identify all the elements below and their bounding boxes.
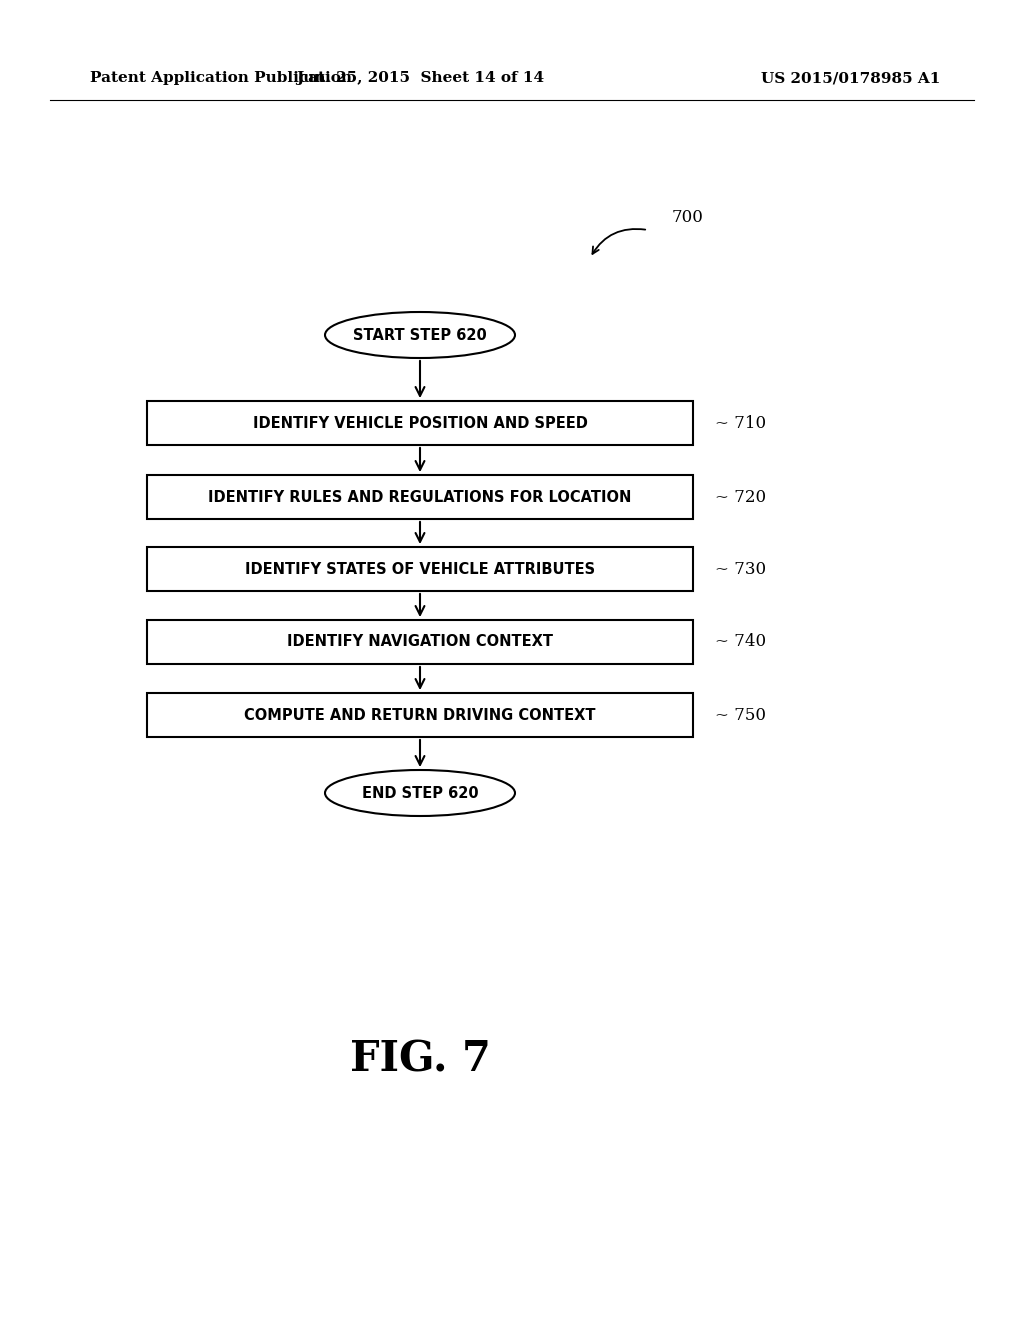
Text: ~ 710: ~ 710 xyxy=(715,414,766,432)
Ellipse shape xyxy=(325,312,515,358)
Text: ~ 720: ~ 720 xyxy=(715,488,766,506)
FancyBboxPatch shape xyxy=(147,475,693,519)
Text: IDENTIFY RULES AND REGULATIONS FOR LOCATION: IDENTIFY RULES AND REGULATIONS FOR LOCAT… xyxy=(208,490,632,504)
Text: IDENTIFY NAVIGATION CONTEXT: IDENTIFY NAVIGATION CONTEXT xyxy=(287,635,553,649)
Text: US 2015/0178985 A1: US 2015/0178985 A1 xyxy=(761,71,940,84)
Text: ~ 740: ~ 740 xyxy=(715,634,766,651)
FancyArrowPatch shape xyxy=(593,228,645,253)
Text: ~ 730: ~ 730 xyxy=(715,561,766,578)
Text: IDENTIFY STATES OF VEHICLE ATTRIBUTES: IDENTIFY STATES OF VEHICLE ATTRIBUTES xyxy=(245,561,595,577)
Text: 700: 700 xyxy=(672,210,703,227)
FancyBboxPatch shape xyxy=(147,546,693,591)
Text: Jun. 25, 2015  Sheet 14 of 14: Jun. 25, 2015 Sheet 14 of 14 xyxy=(296,71,544,84)
FancyBboxPatch shape xyxy=(147,401,693,445)
Text: END STEP 620: END STEP 620 xyxy=(361,785,478,800)
Text: ~ 750: ~ 750 xyxy=(715,706,766,723)
Ellipse shape xyxy=(325,770,515,816)
FancyBboxPatch shape xyxy=(147,620,693,664)
Text: START STEP 620: START STEP 620 xyxy=(353,327,486,342)
FancyBboxPatch shape xyxy=(147,693,693,737)
Text: COMPUTE AND RETURN DRIVING CONTEXT: COMPUTE AND RETURN DRIVING CONTEXT xyxy=(245,708,596,722)
Text: IDENTIFY VEHICLE POSITION AND SPEED: IDENTIFY VEHICLE POSITION AND SPEED xyxy=(253,416,588,430)
Text: FIG. 7: FIG. 7 xyxy=(349,1039,490,1081)
Text: Patent Application Publication: Patent Application Publication xyxy=(90,71,352,84)
